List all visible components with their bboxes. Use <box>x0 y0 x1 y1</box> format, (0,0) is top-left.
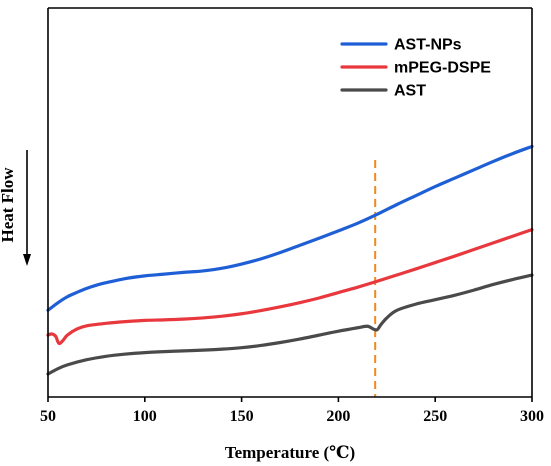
x-tick-label: 100 <box>133 408 157 425</box>
y-axis-title-group: Heat Flow <box>0 167 17 243</box>
series-line-ast <box>46 273 534 376</box>
x-axis-title: Temperature (℃) <box>225 443 355 462</box>
x-tick-label: 200 <box>326 408 350 425</box>
legend-label-ast: AST <box>394 83 426 100</box>
x-tick-label: 150 <box>230 408 254 425</box>
x-ticks: 50 100 150 200 250 300 <box>40 397 544 425</box>
y-axis-title: Heat Flow <box>0 167 17 243</box>
legend-label-ast-nps: AST-NPs <box>394 37 462 54</box>
legend: AST-NPs mPEG-DSPE AST <box>340 37 491 100</box>
x-tick-label: 250 <box>423 408 447 425</box>
x-tick-label: 50 <box>40 408 56 425</box>
series-line-ast-nps <box>46 144 534 312</box>
axes <box>47 7 533 398</box>
legend-label-mpeg-dspe: mPEG-DSPE <box>394 60 491 77</box>
x-tick-label: 300 <box>520 408 544 425</box>
heat-flow-down-arrow-icon <box>23 150 31 266</box>
series-line-mpeg-dspe <box>46 228 534 346</box>
series-layer <box>46 144 534 376</box>
